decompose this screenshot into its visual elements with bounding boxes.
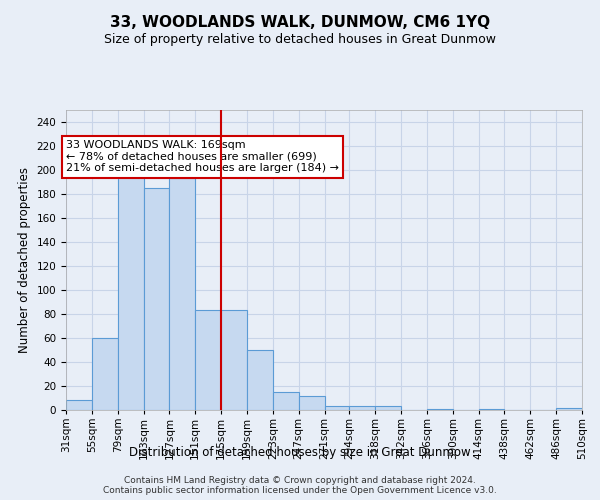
Bar <box>375 406 401 410</box>
Text: Distribution of detached houses by size in Great Dunmow: Distribution of detached houses by size … <box>129 446 471 459</box>
Text: 33 WOODLANDS WALK: 169sqm
← 78% of detached houses are smaller (699)
21% of semi: 33 WOODLANDS WALK: 169sqm ← 78% of detac… <box>66 140 339 173</box>
Bar <box>349 406 375 410</box>
Text: Size of property relative to detached houses in Great Dunmow: Size of property relative to detached ho… <box>104 32 496 46</box>
Bar <box>143 188 169 410</box>
Bar <box>221 310 247 410</box>
Text: 33, WOODLANDS WALK, DUNMOW, CM6 1YQ: 33, WOODLANDS WALK, DUNMOW, CM6 1YQ <box>110 15 490 30</box>
Text: Contains HM Land Registry data © Crown copyright and database right 2024.
Contai: Contains HM Land Registry data © Crown c… <box>103 476 497 495</box>
Bar <box>247 350 273 410</box>
Bar <box>299 396 325 410</box>
Bar <box>325 406 349 410</box>
Bar <box>479 409 505 410</box>
Bar <box>556 408 582 410</box>
Bar <box>195 310 221 410</box>
Y-axis label: Number of detached properties: Number of detached properties <box>18 167 31 353</box>
Bar <box>169 178 195 410</box>
Bar <box>66 400 92 410</box>
Bar <box>427 409 453 410</box>
Bar <box>273 392 299 410</box>
Bar <box>118 170 143 410</box>
Bar <box>92 338 118 410</box>
